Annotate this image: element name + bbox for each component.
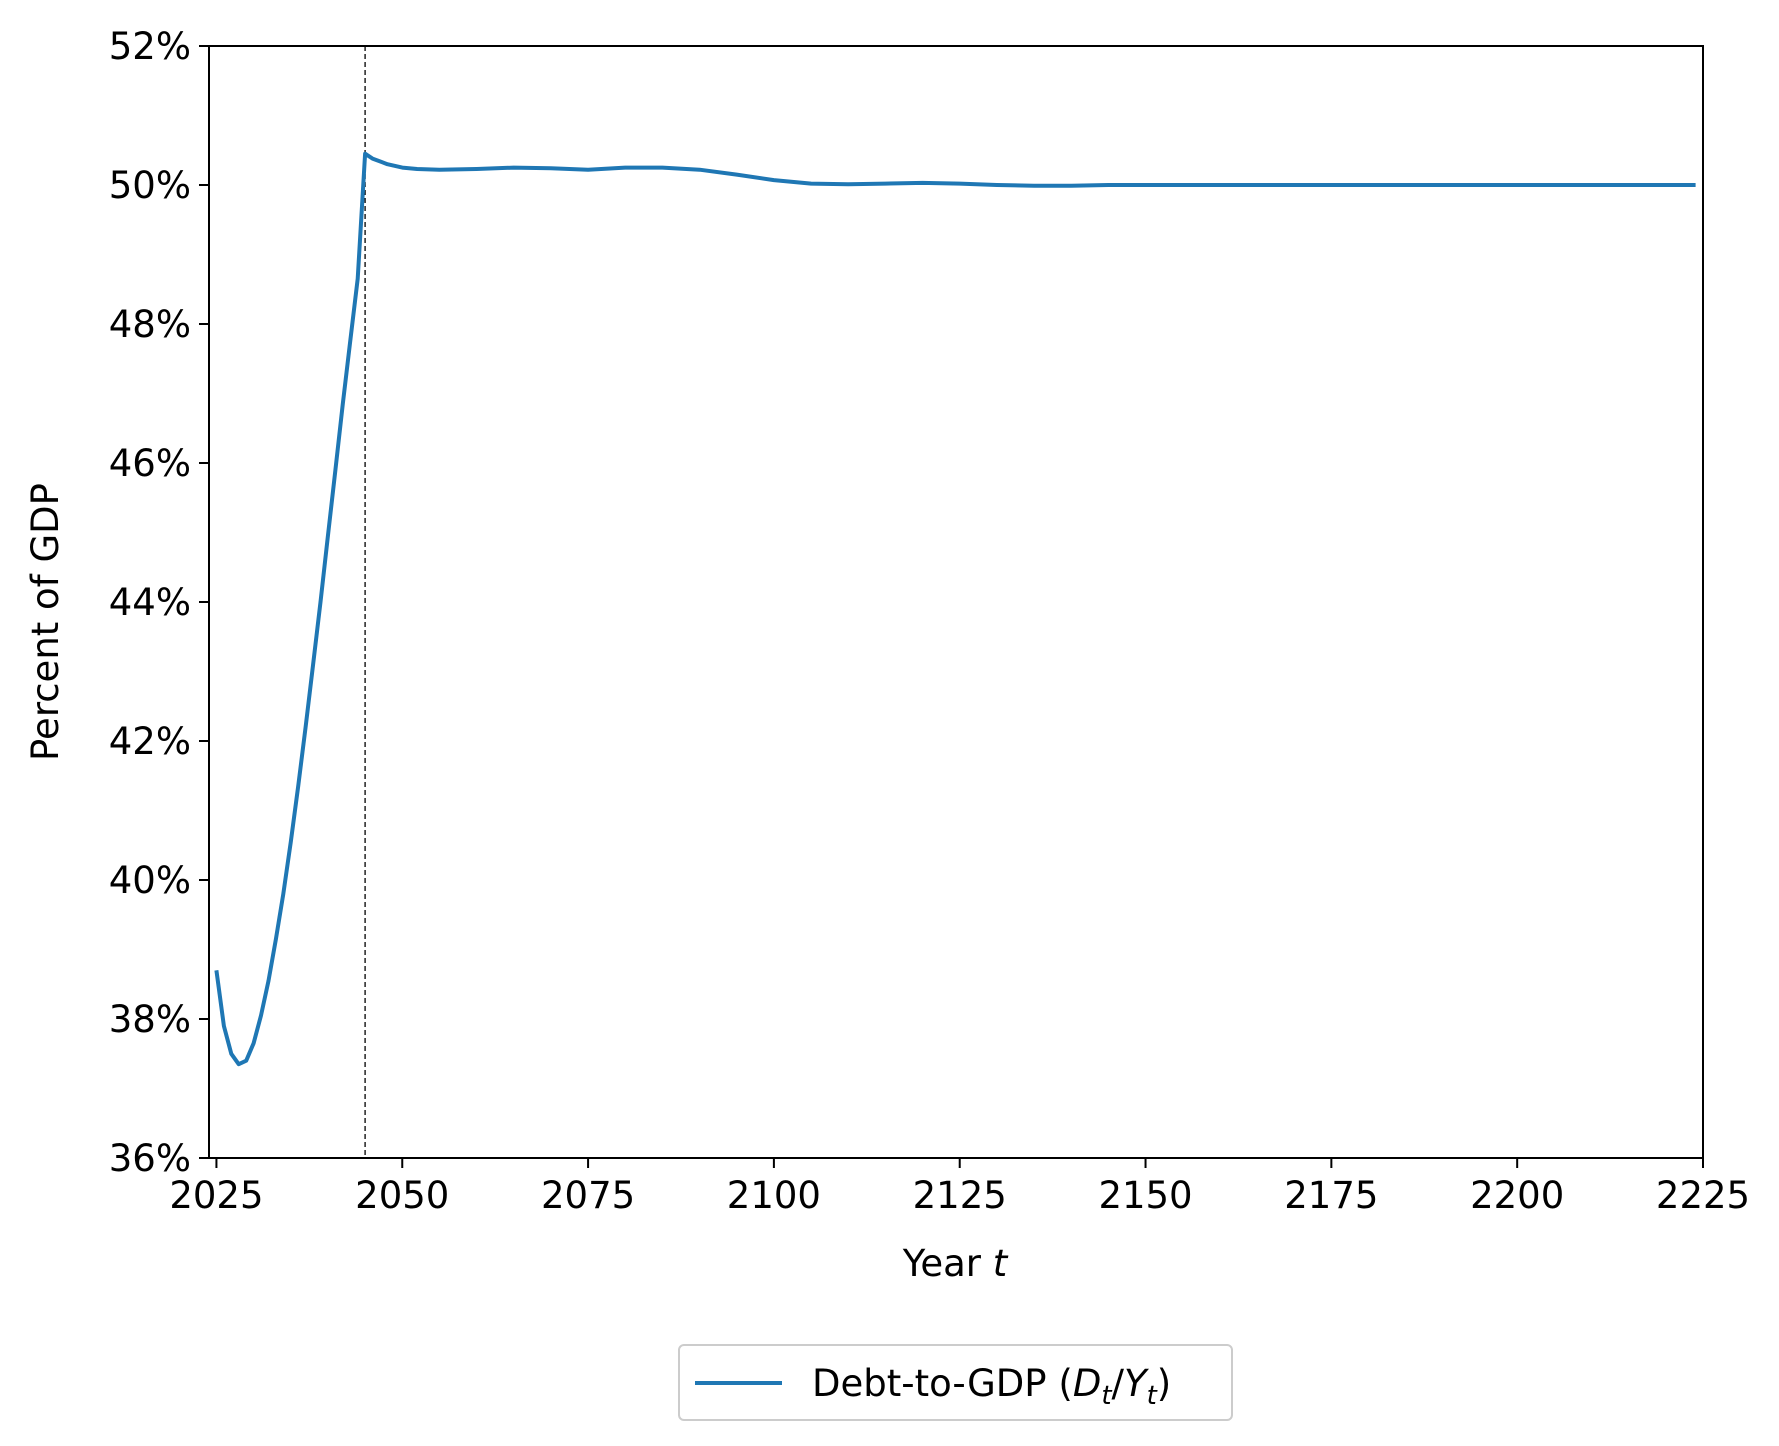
plot-frame: [208, 45, 1704, 1159]
x-tick-label: 2225: [1656, 1174, 1750, 1217]
y-tick-label: 38%: [109, 998, 191, 1041]
x-tick-label: 2025: [169, 1174, 263, 1217]
y-tick-label: 48%: [109, 303, 191, 346]
legend-box: [678, 1344, 1233, 1421]
y-tick-label: 36%: [109, 1137, 191, 1180]
x-axis-label-var: t: [993, 1242, 1009, 1285]
x-tick-label: 2200: [1470, 1174, 1564, 1217]
y-axis-label: Percent of GDP: [24, 483, 67, 761]
y-tick-label: 42%: [109, 720, 191, 763]
x-tick-label: 2125: [913, 1174, 1007, 1217]
plot-layer: [214, 46, 1696, 1158]
legend-series-label: Debt-to-GDP (Dt/Yt): [812, 1362, 1171, 1411]
x-tick-label: 2050: [355, 1174, 449, 1217]
legend: Debt-to-GDP (Dt/Yt): [678, 1344, 1233, 1421]
x-tick-label: 2175: [1284, 1174, 1378, 1217]
x-axis-ticks: 2025 2050 2075 2100 2125 2150 2175 2200 2225: [169, 1158, 1750, 1217]
y-tick-label: 46%: [109, 442, 191, 485]
y-tick-label: 50%: [109, 164, 191, 207]
series-line-debt-to-gdp: [214, 151, 1696, 1067]
y-tick-label: 40%: [109, 859, 191, 902]
x-tick-label: 2075: [541, 1174, 635, 1217]
y-tick-label: 44%: [109, 581, 191, 624]
x-axis-label: Year t: [902, 1242, 1009, 1285]
x-tick-label: 2100: [727, 1174, 821, 1217]
x-tick-label: 2150: [1098, 1174, 1192, 1217]
y-tick-label: 52%: [109, 25, 191, 68]
y-axis-ticks: 36% 38% 40% 42% 44% 46% 48% 50% 52%: [109, 25, 209, 1180]
x-axis-label-text: Year: [902, 1242, 982, 1285]
